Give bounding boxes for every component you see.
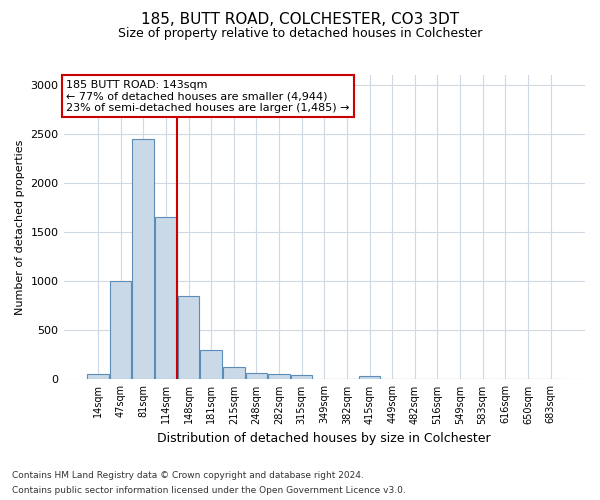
Text: Size of property relative to detached houses in Colchester: Size of property relative to detached ho… (118, 28, 482, 40)
Bar (133, 139, 154, 380)
Bar (268, 374, 290, 380)
Text: Contains public sector information licensed under the Open Government Licence v3: Contains public sector information licen… (12, 486, 406, 495)
Bar (359, 376, 380, 380)
Text: 185, BUTT ROAD, COLCHESTER, CO3 3DT: 185, BUTT ROAD, COLCHESTER, CO3 3DT (141, 12, 459, 28)
Bar (110, 281, 131, 380)
Bar (245, 374, 267, 380)
Text: 185 BUTT ROAD: 143sqm
← 77% of detached houses are smaller (4,944)
23% of semi-d: 185 BUTT ROAD: 143sqm ← 77% of detached … (66, 80, 350, 113)
Bar (291, 374, 313, 380)
Y-axis label: Number of detached properties: Number of detached properties (15, 140, 25, 315)
Bar (87, 374, 109, 380)
Bar (178, 296, 199, 380)
X-axis label: Distribution of detached houses by size in Colchester: Distribution of detached houses by size … (157, 432, 491, 445)
Bar (223, 366, 245, 380)
Bar (155, 218, 176, 380)
Bar (200, 350, 222, 380)
Text: Contains HM Land Registry data © Crown copyright and database right 2024.: Contains HM Land Registry data © Crown c… (12, 471, 364, 480)
